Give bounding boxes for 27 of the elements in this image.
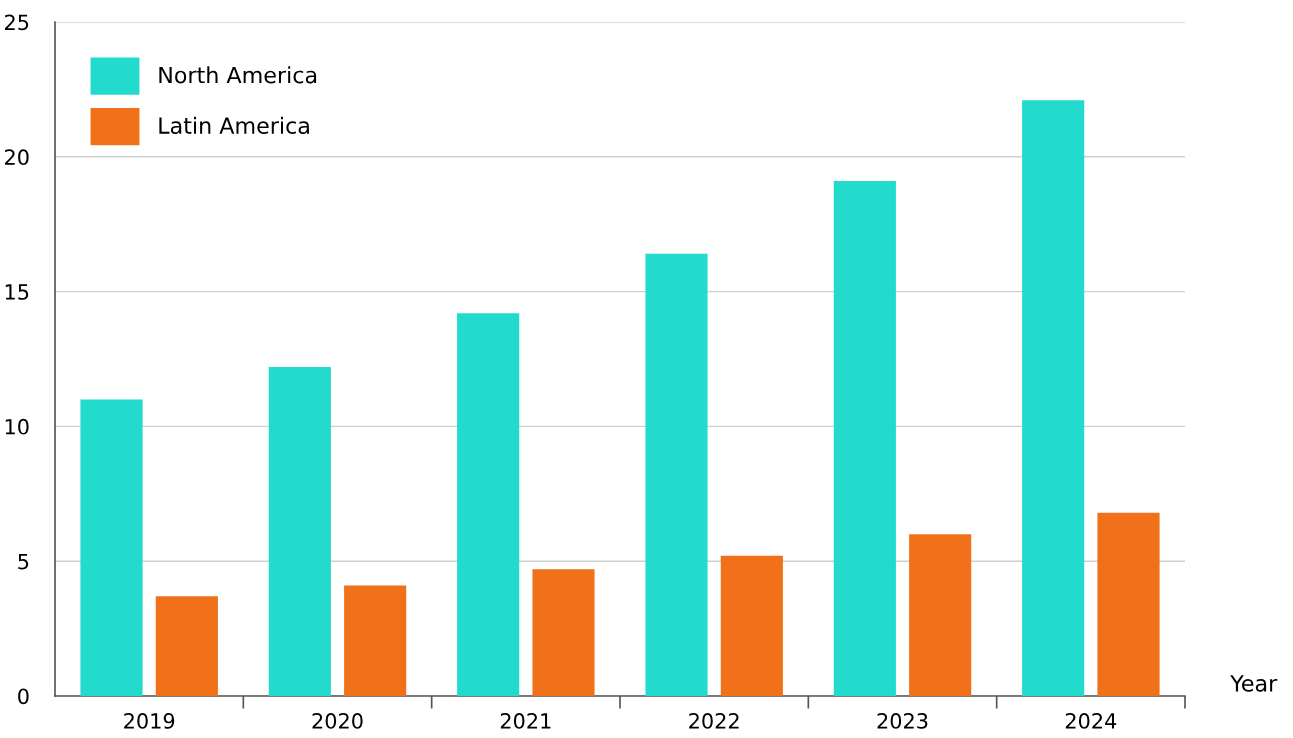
x-tick-label: 2024 — [1065, 713, 1117, 729]
bar — [909, 534, 972, 696]
bar — [155, 596, 218, 696]
y-tick-label: 0 — [18, 688, 29, 705]
x-axis-title: Year — [1230, 675, 1278, 692]
legend-label: North America — [159, 66, 317, 84]
x-tick-label: 2019 — [124, 713, 175, 729]
bar — [1022, 100, 1085, 696]
bar — [720, 555, 783, 696]
x-tick-label: 2022 — [689, 713, 739, 729]
bar — [1097, 512, 1160, 696]
bar — [532, 569, 595, 696]
bar — [80, 399, 143, 696]
y-tick-label: 10 — [5, 418, 29, 435]
bar — [344, 585, 407, 696]
bar — [645, 253, 708, 696]
y-tick-label: 25 — [5, 14, 29, 31]
x-tick-label: 2020 — [312, 713, 363, 729]
y-tick-label: 20 — [5, 149, 29, 166]
y-tick-label: 5 — [18, 553, 29, 570]
y-tick-label: 15 — [5, 284, 29, 300]
bar — [833, 181, 896, 696]
x-tick-label: 2023 — [877, 713, 928, 729]
legend-label: Latin America — [159, 116, 309, 134]
bar — [457, 313, 520, 696]
x-tick-label: 2021 — [500, 713, 551, 729]
bar — [268, 367, 331, 696]
